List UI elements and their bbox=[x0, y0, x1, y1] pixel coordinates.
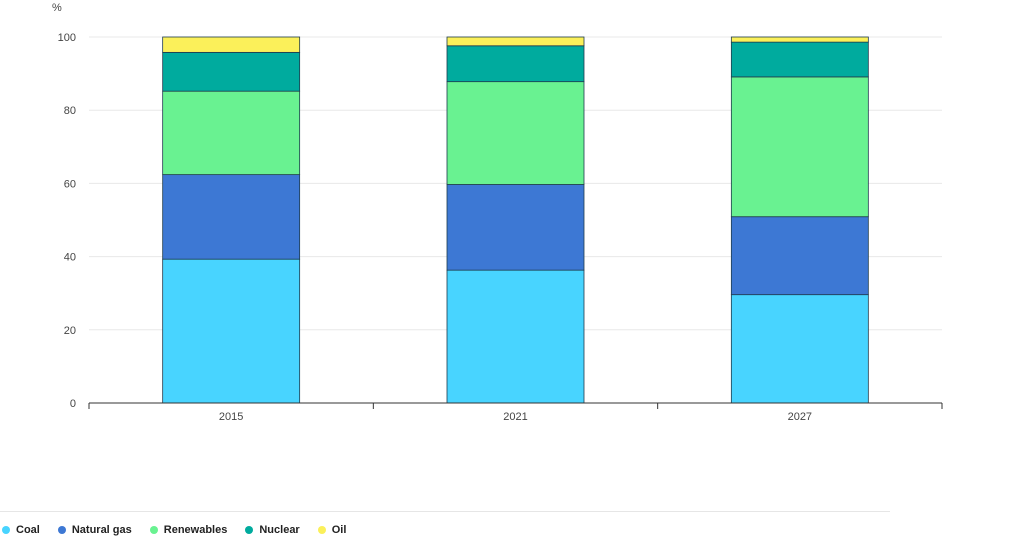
bars bbox=[162, 36, 869, 404]
legend-item-renewables[interactable]: Renewables bbox=[149, 524, 228, 536]
x-tick-labels: 2015 2021 2027 bbox=[219, 411, 812, 423]
bar-segment-oil[interactable] bbox=[162, 36, 301, 53]
legend-separator bbox=[0, 511, 890, 512]
bar-segment-nuclear[interactable] bbox=[730, 41, 869, 78]
x-tick-label: 2021 bbox=[503, 411, 527, 423]
bar-segment-oil[interactable] bbox=[446, 36, 585, 47]
legend-item-nuclear[interactable]: Nuclear bbox=[245, 524, 300, 536]
bar-segment-renewables[interactable] bbox=[730, 76, 869, 218]
y-tick-label: 40 bbox=[64, 252, 76, 264]
y-axis-unit-label: % bbox=[52, 2, 62, 14]
legend-label: Oil bbox=[331, 524, 347, 536]
x-axis bbox=[88, 402, 943, 409]
y-tick-labels: 0 20 40 60 80 100 bbox=[58, 32, 76, 410]
legend-swatch bbox=[2, 526, 10, 534]
bar-segment-nuclear[interactable] bbox=[446, 45, 585, 83]
legend-label: Renewables bbox=[163, 524, 228, 536]
stacked-bar-chart: % 0 20 40 60 80 100 2015 2021 2027 bbox=[52, 2, 943, 423]
x-tick-label: 2027 bbox=[788, 411, 812, 423]
legend-swatch bbox=[149, 526, 158, 534]
legend-label: Coal bbox=[16, 524, 40, 536]
x-tick-label: 2015 bbox=[219, 411, 243, 423]
legend-item-oil[interactable]: Oil bbox=[317, 524, 347, 536]
bar-segment-renewables[interactable] bbox=[162, 90, 301, 176]
bar-segment-oil[interactable] bbox=[730, 36, 869, 43]
bar-segment-nuclear[interactable] bbox=[162, 51, 301, 92]
bar-segment-coal[interactable] bbox=[446, 269, 585, 404]
legend-swatch bbox=[57, 526, 66, 534]
y-tick-label: 100 bbox=[58, 32, 76, 44]
bar-segment-coal[interactable] bbox=[730, 294, 869, 404]
legend-item-coal[interactable]: Coal bbox=[2, 524, 40, 536]
y-tick-label: 60 bbox=[64, 178, 76, 190]
y-tick-label: 80 bbox=[64, 105, 76, 117]
bar-segment-natural-gas[interactable] bbox=[730, 216, 869, 296]
legend-swatch bbox=[317, 526, 326, 534]
legend: Coal Natural gas Renewables Nuclear Oil bbox=[2, 524, 346, 536]
bar-segment-coal[interactable] bbox=[162, 258, 301, 404]
bar-segment-natural-gas[interactable] bbox=[162, 174, 301, 260]
bar-segment-renewables[interactable] bbox=[446, 81, 585, 185]
bar-segment-natural-gas[interactable] bbox=[446, 184, 585, 271]
y-tick-label: 20 bbox=[64, 325, 76, 337]
legend-label: Nuclear bbox=[259, 524, 300, 536]
legend-swatch bbox=[245, 526, 254, 534]
legend-item-natural-gas[interactable]: Natural gas bbox=[57, 524, 132, 536]
legend-label: Natural gas bbox=[71, 524, 132, 536]
y-tick-label: 0 bbox=[70, 398, 76, 410]
